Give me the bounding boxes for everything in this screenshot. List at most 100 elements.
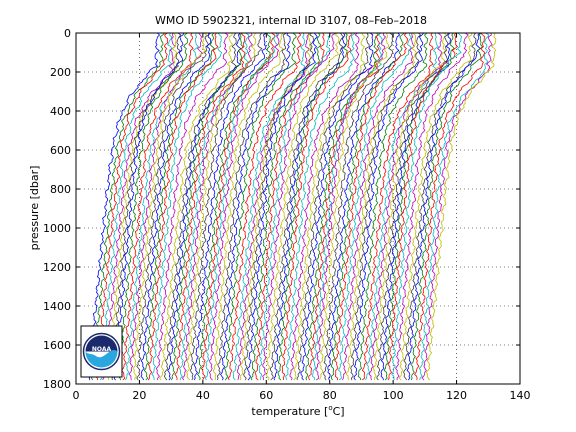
- temperature-profile-line: [319, 33, 390, 381]
- temperature-profile-line: [330, 33, 405, 381]
- temperature-profile-line: [383, 33, 455, 381]
- temperature-profile-line: [151, 33, 223, 381]
- x-tick-label: 140: [510, 389, 531, 402]
- temperature-profile-line: [380, 33, 451, 381]
- axes-box: [75, 32, 521, 385]
- temperature-profile-line: [269, 33, 344, 381]
- temperature-profile-line: [91, 33, 165, 381]
- y-tick-label: 1400: [43, 300, 71, 313]
- temperature-profile-line: [136, 33, 210, 381]
- temperature-profile-line: [155, 33, 229, 381]
- temperature-profile-line: [224, 33, 297, 381]
- temperature-profile-line: [425, 33, 497, 381]
- temperature-profile-line: [395, 33, 469, 381]
- temperature-profile-line: [94, 33, 169, 381]
- temperature-profile-line: [357, 33, 429, 381]
- temperature-profile-line: [216, 33, 287, 381]
- temperature-profile-line: [308, 33, 382, 381]
- temperature-profile-line: [376, 33, 449, 381]
- temperature-profile-line: [334, 33, 409, 381]
- axis-ticks: 0 20 40 60 80 100 120 1400200400600800100012001…: [43, 27, 531, 402]
- temperature-profile-line: [368, 33, 443, 381]
- temperature-profile-line: [406, 33, 481, 381]
- y-tick-label: 1600: [43, 339, 71, 352]
- temperature-profile-line: [345, 33, 417, 381]
- y-tick-label: 200: [50, 66, 71, 79]
- temperature-profile-line: [361, 33, 434, 381]
- temperature-profile-line: [113, 33, 185, 381]
- temperature-profile-line: [262, 33, 337, 381]
- temperature-profile-line: [372, 33, 448, 381]
- temperature-profile-line: [410, 33, 483, 381]
- temperature-profile-line: [338, 33, 412, 381]
- x-tick-label: 100: [383, 389, 404, 402]
- temperature-profile-line: [174, 33, 246, 381]
- temperature-profile-line: [232, 33, 306, 381]
- temperature-profile-line: [403, 33, 477, 381]
- temperature-profile-line: [289, 33, 360, 381]
- x-tick-label: 80: [323, 389, 337, 402]
- x-tick-label: 0: [73, 389, 80, 402]
- temperature-profile-line: [147, 33, 219, 381]
- plot-area: [87, 33, 497, 381]
- temperature-profile-line: [110, 33, 182, 381]
- temperature-profile-line: [285, 33, 356, 381]
- x-tick-label: 60: [259, 389, 273, 402]
- temperature-profile-line: [239, 33, 313, 381]
- temperature-profile-line: [167, 33, 242, 381]
- temperature-profile-line: [323, 33, 394, 381]
- temperature-profile-line: [227, 33, 302, 381]
- temperature-profile-line: [387, 33, 458, 381]
- y-tick-label: 1200: [43, 261, 71, 274]
- temperature-profile-line: [353, 33, 425, 381]
- temperature-profile-line: [311, 33, 383, 381]
- temperature-profile-line: [350, 33, 422, 381]
- temperature-profile-line: [391, 33, 463, 381]
- temperature-profile-line: [212, 33, 284, 381]
- y-tick-label: 400: [50, 105, 71, 118]
- temperature-profile-line: [220, 33, 291, 381]
- y-tick-label: 600: [50, 144, 71, 157]
- temperature-profile-line: [315, 33, 387, 381]
- noaa-logo: NOAA: [80, 325, 123, 378]
- y-tick-label: 1000: [43, 222, 71, 235]
- temperature-profile-line: [300, 33, 374, 381]
- temperature-profile-line: [204, 33, 278, 381]
- temperature-profile-line: [266, 33, 340, 381]
- temperature-profile-line: [281, 33, 352, 381]
- temperature-profile-line: [296, 33, 370, 381]
- x-axis-label: temperature [oC]: [251, 404, 344, 418]
- temperature-profile-line: [398, 33, 473, 381]
- logo-text: NOAA: [92, 346, 112, 353]
- temperature-profile-line: [102, 33, 176, 381]
- temperature-profile-line: [117, 33, 188, 381]
- y-tick-label: 1800: [43, 378, 71, 391]
- temperature-profile-line: [246, 33, 318, 381]
- temperature-profile-line: [293, 33, 366, 381]
- temperature-profile-line: [342, 33, 415, 381]
- temperature-profile-line: [273, 33, 347, 381]
- temperature-profile-line: [365, 33, 439, 381]
- temperature-profile-line: [421, 33, 493, 381]
- temperature-profile-line: [132, 33, 208, 381]
- temperature-profile-line: [236, 33, 310, 381]
- y-tick-label: 0: [64, 27, 71, 40]
- temperature-profiles: [87, 33, 497, 381]
- temperature-profile-line: [181, 33, 253, 381]
- temperature-profile-line: [193, 33, 267, 381]
- y-axis-label: pressure [dbar]: [28, 166, 41, 251]
- temperature-profile-line: [121, 33, 194, 381]
- x-tick-label: 120: [446, 389, 467, 402]
- temperature-profile-line: [186, 33, 257, 381]
- temperature-profile-line: [170, 33, 244, 381]
- temperature-profile-line: [250, 33, 322, 381]
- x-tick-label: 40: [196, 389, 210, 402]
- temperature-profile-line: [98, 33, 173, 381]
- temperature-profile-line: [258, 33, 331, 381]
- temperature-profile-line: [277, 33, 348, 381]
- temperature-profile-line: [414, 33, 486, 381]
- temperature-profile-line: [140, 33, 212, 381]
- temperature-profile-line: [87, 33, 161, 381]
- temperature-profile-line: [243, 33, 314, 381]
